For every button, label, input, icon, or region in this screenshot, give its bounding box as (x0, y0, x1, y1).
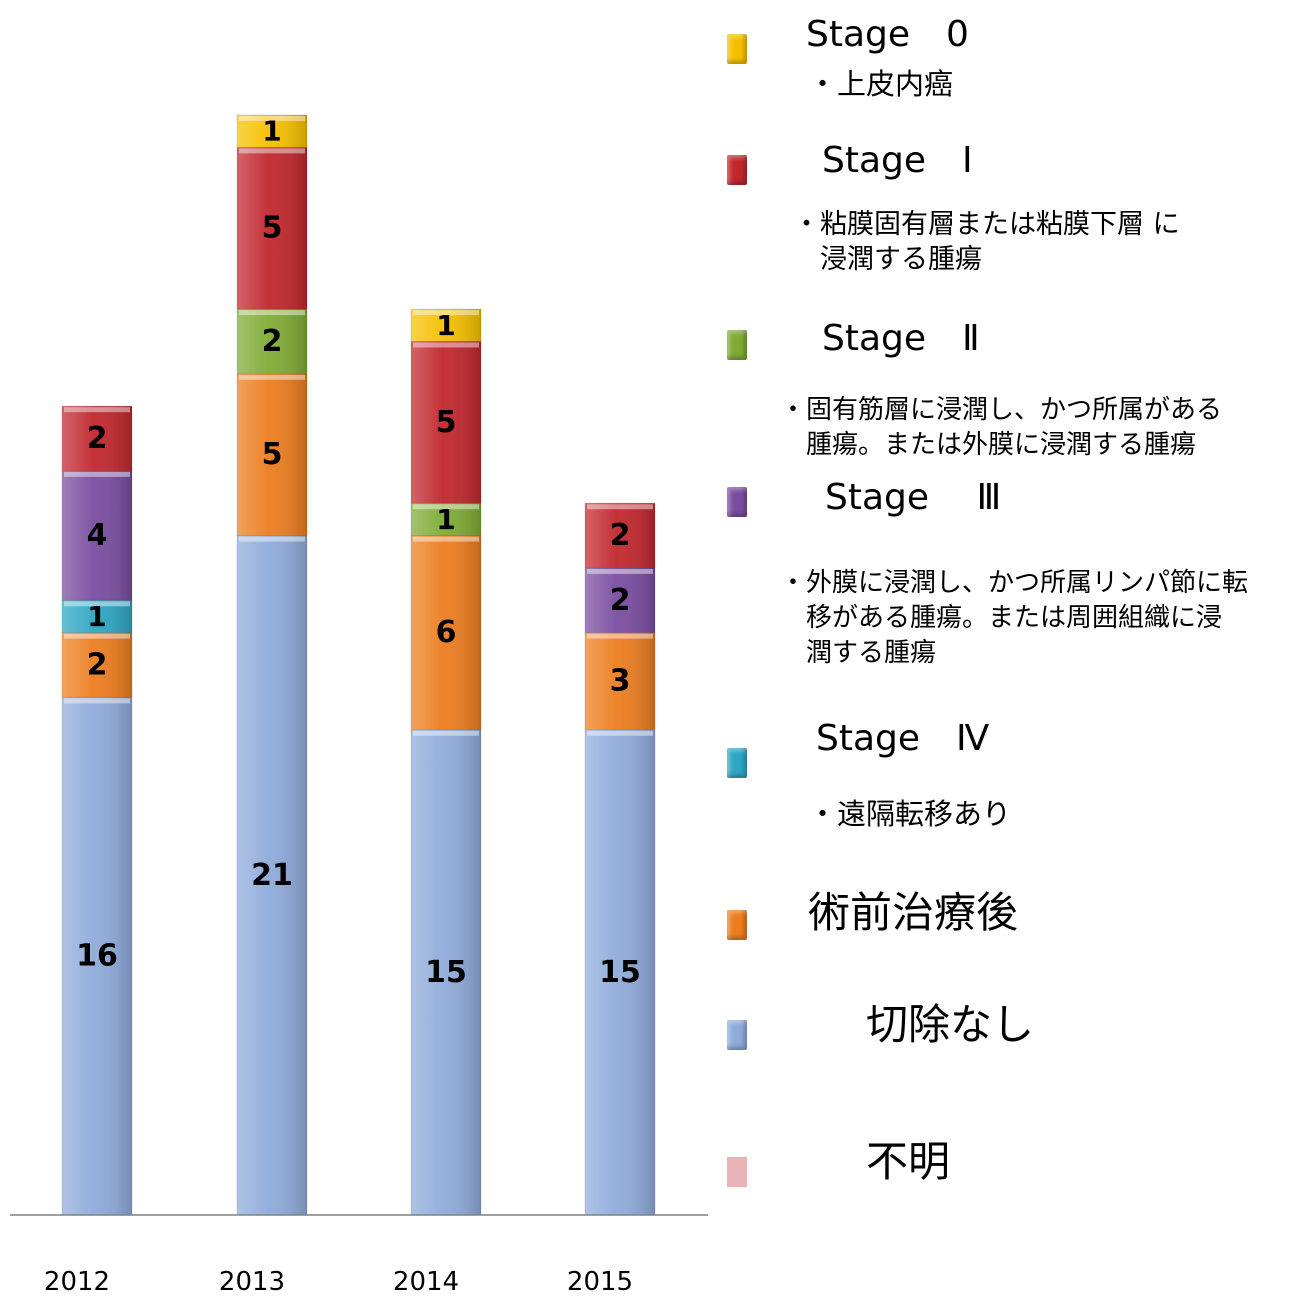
legend-desc-stage-3: ・外膜に浸潤し、かつ所属リンパ節に転 移がある腫瘍。または周囲組織に浸 潤する腫… (780, 568, 1249, 668)
bar-segment-shine-2012-2 (62, 600, 132, 633)
bar-segment-highlight-2015-0 (587, 730, 653, 736)
bar-segment-highlight-2012-0 (64, 698, 130, 704)
legend-desc-stage-2: ・固有筋層に浸潤し、かつ所属がある 腫瘍。または外膜に浸潤する腫瘍 (780, 395, 1223, 460)
data-label-2014-4: 1 (436, 503, 455, 536)
bar-segment-highlight-2012-1 (64, 633, 130, 639)
legend-marker-stage-1 (727, 155, 747, 185)
x-tick-label-2014: 2014 (393, 1267, 459, 1297)
x-tick-label-2013: 2013 (219, 1267, 285, 1297)
data-label-2012-2: 1 (87, 600, 106, 633)
bar-segment-highlight-2013-5 (239, 148, 305, 154)
legend-desc-stage-1: ・粘膜固有層または粘膜下層 に 浸潤する腫瘍 (793, 209, 1180, 275)
bar-segment-shine-2012-5 (62, 406, 132, 471)
data-label-2014-6: 1 (436, 309, 455, 342)
bar-segment-shine-2015-1 (585, 632, 655, 730)
legend-title-stage-1: Stage Ⅰ (822, 140, 973, 181)
data-label-2014-0: 15 (425, 955, 467, 990)
legend-title-stage-4: Stage Ⅳ (816, 718, 990, 759)
bar-segment-highlight-2015-3 (587, 568, 653, 574)
legend-marker-stage-0 (727, 34, 747, 64)
bar-segment-shine-2013-0 (237, 535, 307, 1215)
bar-segment-shine-2013-4 (237, 309, 307, 374)
legend-marker-stage-4 (727, 748, 747, 778)
legend-title-stage-0: Stage 0 (806, 14, 969, 55)
bar-segment-shine-2014-5 (411, 341, 481, 504)
legend-title-stage-3: Stage Ⅲ (825, 477, 1002, 518)
legend-marker-preop-treatment (727, 910, 747, 940)
bar-segment-shine-2012-3 (62, 470, 132, 601)
data-label-2012-0: 16 (76, 939, 118, 974)
data-label-2015-5: 2 (610, 518, 631, 553)
data-label-2015-1: 3 (610, 664, 631, 699)
bar-segment-highlight-2012-3 (64, 471, 130, 477)
bar-segment-highlight-2012-5 (64, 407, 130, 413)
bar-segment-shine-2015-3 (585, 567, 655, 633)
bar-segment-shine-2015-5 (585, 503, 655, 568)
bar-segment-shine-2015-0 (585, 729, 655, 1215)
legend-title-stage-2: Stage Ⅱ (822, 318, 980, 359)
data-label-2014-5: 5 (436, 405, 457, 440)
data-label-2015-3: 2 (610, 583, 631, 618)
bar-segment-shine-2012-0 (62, 697, 132, 1215)
bar-segment-highlight-2014-4 (413, 504, 479, 510)
data-label-2013-4: 2 (262, 324, 283, 359)
data-label-2013-6: 1 (262, 115, 281, 148)
bar-segment-shine-2013-1 (237, 373, 307, 536)
bar-segment-highlight-2014-6 (413, 310, 479, 316)
bar-segment-highlight-2014-5 (413, 342, 479, 348)
bar-segment-shine-2012-1 (62, 632, 132, 698)
bar-segment-highlight-2014-0 (413, 730, 479, 736)
bar-segment-shine-2014-0 (411, 729, 481, 1215)
bar-segment-shine-2014-1 (411, 535, 481, 730)
bar-segment-highlight-2013-4 (239, 310, 305, 316)
legend-marker-stage-2 (727, 330, 747, 360)
legend-title-preop-treatment: 術前治療後 (808, 888, 1019, 937)
bar-segment-highlight-2012-2 (64, 601, 130, 607)
bar-segment-highlight-2013-0 (239, 536, 305, 542)
data-label-2012-1: 2 (87, 648, 108, 683)
bar-segment-highlight-2015-5 (587, 504, 653, 510)
data-label-2013-5: 5 (262, 211, 283, 246)
legend-title-no-resection: 切除なし (866, 1000, 1035, 1049)
bar-segment-highlight-2013-1 (239, 374, 305, 380)
bar-segment-highlight-2014-1 (413, 536, 479, 542)
data-label-2012-3: 4 (87, 518, 108, 553)
legend-desc-stage-0: ・上皮内癌 (808, 67, 954, 101)
bar-segment-highlight-2013-6 (239, 116, 305, 121)
data-label-2015-0: 15 (599, 955, 641, 990)
legend-marker-unknown (727, 1157, 747, 1187)
x-tick-label-2012: 2012 (44, 1267, 110, 1297)
legend-marker-no-resection (727, 1020, 747, 1050)
data-label-2013-1: 5 (262, 437, 283, 472)
x-tick-label-2015: 2015 (567, 1267, 633, 1297)
bar-segment-shine-2013-5 (237, 147, 307, 310)
legend-desc-stage-4: ・遠隔転移あり (808, 797, 1012, 831)
bar-segment-shine-2014-6 (411, 309, 481, 342)
data-label-2013-0: 21 (251, 858, 293, 893)
data-label-2012-5: 2 (87, 421, 108, 456)
legend-marker-stage-3 (727, 487, 747, 517)
bar-segment-shine-2013-6 (237, 115, 307, 148)
data-label-2014-1: 6 (436, 615, 457, 650)
bar-segment-shine-2014-4 (411, 503, 481, 536)
legend-title-unknown: 不明 (866, 1137, 951, 1186)
bar-segment-highlight-2015-1 (587, 633, 653, 639)
